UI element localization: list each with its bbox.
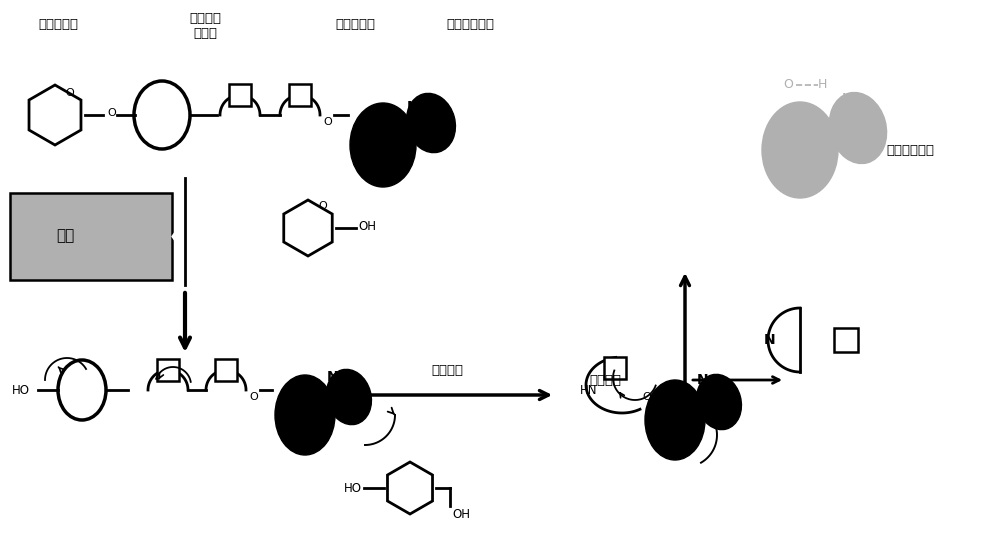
Text: HN: HN — [580, 384, 598, 396]
Ellipse shape — [350, 103, 416, 187]
Ellipse shape — [697, 374, 741, 430]
Text: 靶酶: 靶酶 — [56, 228, 74, 244]
Ellipse shape — [762, 102, 838, 198]
Text: 特定糖苷酶: 特定糖苷酶 — [38, 18, 78, 31]
Text: 第一柔性
间隔基: 第一柔性 间隔基 — [189, 12, 221, 40]
Text: 第一裂解: 第一裂解 — [432, 364, 464, 377]
Text: N: N — [407, 100, 419, 114]
Bar — [157, 359, 179, 381]
Text: N: N — [841, 92, 851, 104]
Text: H: H — [817, 79, 827, 92]
Text: N: N — [764, 333, 776, 347]
Bar — [834, 328, 858, 352]
Text: HO: HO — [344, 481, 362, 495]
Ellipse shape — [275, 375, 335, 455]
Text: O: O — [323, 117, 332, 127]
Text: O: O — [107, 108, 116, 118]
Text: N: N — [697, 373, 709, 387]
Text: OH: OH — [358, 220, 376, 232]
Text: HO: HO — [12, 384, 30, 396]
Bar — [10, 193, 172, 280]
Ellipse shape — [829, 92, 887, 164]
Bar — [215, 359, 237, 381]
Text: 掩蔽的荧光团: 掩蔽的荧光团 — [446, 18, 494, 31]
Ellipse shape — [327, 369, 371, 424]
Bar — [604, 357, 626, 379]
Text: O: O — [249, 392, 258, 402]
Text: O: O — [642, 392, 651, 402]
Bar — [229, 84, 251, 106]
Ellipse shape — [407, 93, 455, 153]
Text: 第二间隔基: 第二间隔基 — [335, 18, 375, 31]
Text: O: O — [783, 79, 793, 92]
Text: 第二裂解: 第二裂解 — [589, 373, 621, 386]
Text: OH: OH — [452, 508, 470, 521]
Text: 活化的荧光团: 活化的荧光团 — [886, 143, 934, 156]
Ellipse shape — [645, 380, 705, 460]
Wedge shape — [172, 214, 200, 260]
Bar — [289, 84, 311, 106]
Text: O: O — [319, 201, 327, 211]
Text: O: O — [66, 88, 74, 98]
Text: N: N — [327, 370, 339, 384]
